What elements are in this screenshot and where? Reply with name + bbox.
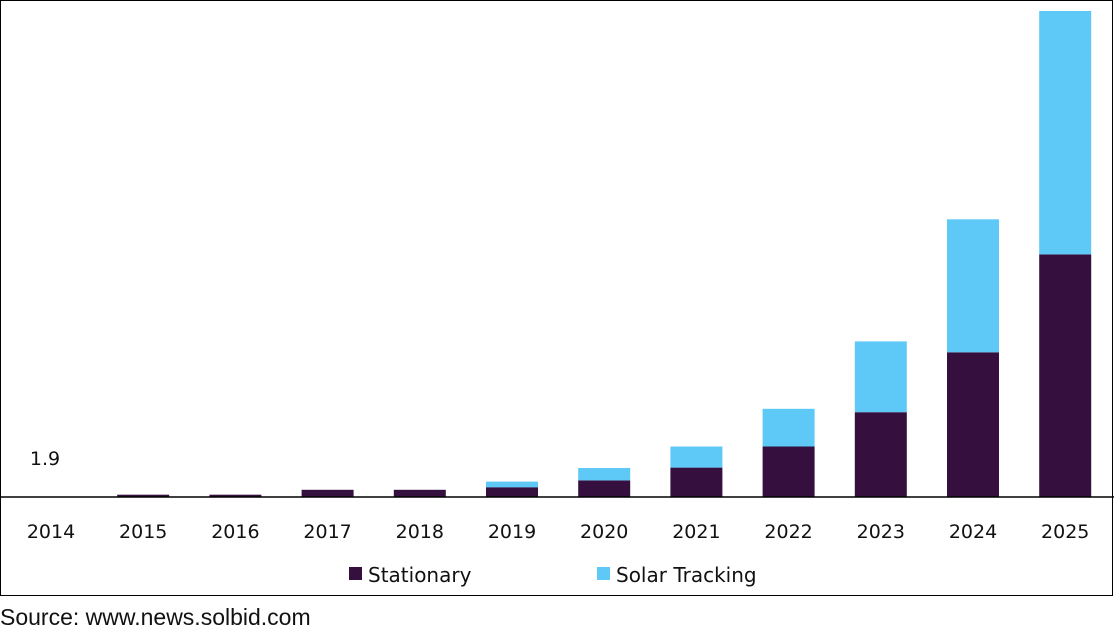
bar-stationary-2023 <box>854 412 907 497</box>
x-tick-label-2015: 2015 <box>119 521 167 543</box>
x-tick-label-2016: 2016 <box>211 521 259 543</box>
x-tick-label-2017: 2017 <box>303 521 351 543</box>
bar-group <box>25 11 1092 497</box>
x-tick-label-2014: 2014 <box>27 521 75 543</box>
x-tick-label-2021: 2021 <box>672 521 720 543</box>
legend-label-stationary: Stationary <box>368 563 472 587</box>
bar-stationary-2015 <box>117 494 170 497</box>
bar-stationary-2017 <box>301 489 354 497</box>
bar-solar-tracking-2021 <box>670 446 723 468</box>
bar-stationary-2018 <box>393 489 446 497</box>
bar-solar-tracking-2023 <box>854 341 907 413</box>
x-tick-group: 2014 2015 2016 2017 2018 2019 2020 2021 2022 2023… <box>27 521 1090 543</box>
bar-solar-tracking-2022 <box>762 408 815 447</box>
data-label-group: 1.9 <box>30 448 60 470</box>
bar-stationary-2019 <box>486 487 538 497</box>
x-tick-label-2020: 2020 <box>580 521 628 543</box>
x-tick-label-2025: 2025 <box>1041 521 1089 543</box>
legend: Stationary Solar Tracking <box>349 563 757 587</box>
x-tick-label-2023: 2023 <box>857 521 905 543</box>
legend-swatch-solar-tracking <box>597 567 610 580</box>
stacked-bar-chart: 2014 2015 2016 2017 2018 2019 2020 2021 2022 2023… <box>1 11 1114 587</box>
bar-stationary-2024 <box>947 352 999 497</box>
legend-swatch-stationary <box>349 567 362 580</box>
bar-solar-tracking-2025 <box>1039 11 1092 255</box>
x-tick-label-2018: 2018 <box>396 521 444 543</box>
bar-solar-tracking-2024 <box>947 219 999 353</box>
data-label-2014: 1.9 <box>30 448 60 470</box>
bar-stationary-2020 <box>578 480 631 497</box>
x-tick-label-2019: 2019 <box>488 521 536 543</box>
bar-solar-tracking-2019 <box>486 481 538 488</box>
source-caption: Source: www.news.solbid.com <box>0 604 311 630</box>
x-tick-label-2022: 2022 <box>764 521 812 543</box>
bar-stationary-2025 <box>1039 254 1092 497</box>
legend-label-solar-tracking: Solar Tracking <box>616 563 757 587</box>
bar-stationary-2021 <box>670 467 723 497</box>
x-tick-label-2024: 2024 <box>949 521 997 543</box>
chart-frame: 2014 2015 2016 2017 2018 2019 2020 2021 2022 2023… <box>0 0 1114 596</box>
bar-stationary-2016 <box>209 494 262 497</box>
bar-stationary-2022 <box>762 446 815 497</box>
bar-solar-tracking-2020 <box>578 468 631 481</box>
